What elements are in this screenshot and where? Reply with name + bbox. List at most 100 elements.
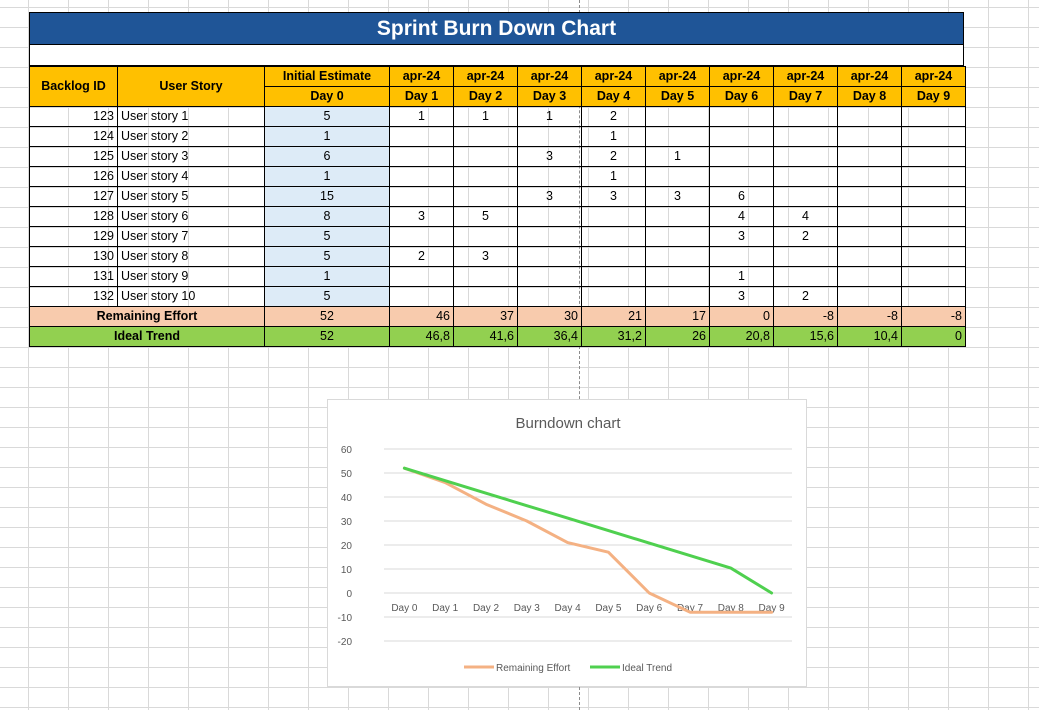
header-month[interactable]: apr-24 [709,66,774,87]
ideal-trend-cell[interactable]: 31,2 [581,326,646,347]
initial-estimate-cell[interactable]: 5 [264,286,390,307]
day-effort-cell[interactable] [517,206,582,227]
initial-estimate-cell[interactable]: 6 [264,146,390,167]
header-backlog-id[interactable]: Backlog ID [29,66,118,107]
day-effort-cell[interactable] [837,226,902,247]
day-effort-cell[interactable] [645,226,710,247]
day-effort-cell[interactable] [645,286,710,307]
day-effort-cell[interactable] [517,246,582,267]
header-day[interactable]: Day 3 [517,86,582,107]
ideal-trend-day0[interactable]: 52 [264,326,390,347]
day-effort-cell[interactable] [517,266,582,287]
day-effort-cell[interactable] [837,166,902,187]
day-effort-cell[interactable] [645,166,710,187]
day-effort-cell[interactable] [389,166,454,187]
header-day-0[interactable]: Day 0 [264,86,390,107]
day-effort-cell[interactable] [453,266,518,287]
header-day[interactable]: Day 6 [709,86,774,107]
initial-estimate-cell[interactable]: 5 [264,246,390,267]
day-effort-cell[interactable] [389,286,454,307]
sheet-title[interactable]: Sprint Burn Down Chart [29,12,964,45]
day-effort-cell[interactable] [901,246,966,267]
series-line-ideal-trend[interactable] [402,466,774,595]
backlog-id-cell[interactable]: 126 [29,166,118,187]
day-effort-cell[interactable] [901,126,966,147]
day-effort-cell[interactable] [581,286,646,307]
day-effort-cell[interactable] [645,106,710,127]
backlog-id-cell[interactable]: 124 [29,126,118,147]
initial-estimate-cell[interactable]: 1 [264,266,390,287]
user-story-cell[interactable]: User story 3 [117,146,265,167]
series-line-remaining-effort[interactable] [402,466,774,614]
user-story-cell[interactable]: User story 10 [117,286,265,307]
header-month[interactable]: apr-24 [453,66,518,87]
day-effort-cell[interactable] [389,266,454,287]
remaining-effort-cell[interactable]: -8 [773,306,838,327]
day-effort-cell[interactable]: 2 [389,246,454,267]
day-effort-cell[interactable] [389,186,454,207]
day-effort-cell[interactable]: 1 [581,166,646,187]
day-effort-cell[interactable]: 1 [453,106,518,127]
ideal-trend-label[interactable]: Ideal Trend [29,326,265,347]
user-story-cell[interactable]: User story 9 [117,266,265,287]
header-month[interactable]: apr-24 [389,66,454,87]
header-day[interactable]: Day 1 [389,86,454,107]
burndown-chart[interactable]: Burndown chart 60 50 40 30 20 10 0 -10 -20 Day 0 Da… [327,399,807,687]
ideal-trend-cell[interactable]: 41,6 [453,326,518,347]
day-effort-cell[interactable] [837,186,902,207]
backlog-id-cell[interactable]: 127 [29,186,118,207]
day-effort-cell[interactable] [901,186,966,207]
legend-label[interactable]: Remaining Effort [496,663,571,674]
day-effort-cell[interactable] [453,146,518,167]
initial-estimate-cell[interactable]: 8 [264,206,390,227]
day-effort-cell[interactable] [581,266,646,287]
ideal-trend-cell[interactable]: 26 [645,326,710,347]
remaining-effort-cell[interactable]: -8 [901,306,966,327]
day-effort-cell[interactable] [581,246,646,267]
backlog-id-cell[interactable]: 129 [29,226,118,247]
day-effort-cell[interactable] [773,186,838,207]
ideal-trend-cell[interactable]: 46,8 [389,326,454,347]
day-effort-cell[interactable] [453,166,518,187]
ideal-trend-cell[interactable]: 15,6 [773,326,838,347]
day-effort-cell[interactable] [901,146,966,167]
day-effort-cell[interactable] [709,126,774,147]
day-effort-cell[interactable]: 5 [453,206,518,227]
backlog-id-cell[interactable]: 125 [29,146,118,167]
initial-estimate-cell[interactable]: 15 [264,186,390,207]
header-day[interactable]: Day 2 [453,86,518,107]
user-story-cell[interactable]: User story 7 [117,226,265,247]
initial-estimate-cell[interactable]: 1 [264,126,390,147]
day-effort-cell[interactable]: 3 [517,186,582,207]
ideal-trend-cell[interactable]: 10,4 [837,326,902,347]
day-effort-cell[interactable] [901,226,966,247]
day-effort-cell[interactable] [837,246,902,267]
remaining-effort-label[interactable]: Remaining Effort [29,306,265,327]
initial-estimate-cell[interactable]: 5 [264,226,390,247]
day-effort-cell[interactable] [837,206,902,227]
day-effort-cell[interactable] [837,286,902,307]
header-month[interactable]: apr-24 [517,66,582,87]
day-effort-cell[interactable] [517,166,582,187]
day-effort-cell[interactable] [709,246,774,267]
legend-label[interactable]: Ideal Trend [622,663,672,674]
day-effort-cell[interactable]: 1 [709,266,774,287]
day-effort-cell[interactable] [773,126,838,147]
header-month[interactable]: apr-24 [837,66,902,87]
header-month[interactable]: apr-24 [773,66,838,87]
remaining-effort-cell[interactable]: 46 [389,306,454,327]
day-effort-cell[interactable] [837,126,902,147]
header-day[interactable]: Day 4 [581,86,646,107]
day-effort-cell[interactable] [901,206,966,227]
day-effort-cell[interactable] [773,106,838,127]
header-user-story[interactable]: User Story [117,66,265,107]
day-effort-cell[interactable] [709,106,774,127]
day-effort-cell[interactable]: 1 [517,106,582,127]
day-effort-cell[interactable] [773,266,838,287]
day-effort-cell[interactable]: 2 [581,146,646,167]
day-effort-cell[interactable] [773,146,838,167]
remaining-effort-cell[interactable]: 37 [453,306,518,327]
day-effort-cell[interactable] [901,166,966,187]
initial-estimate-cell[interactable]: 1 [264,166,390,187]
day-effort-cell[interactable] [709,146,774,167]
